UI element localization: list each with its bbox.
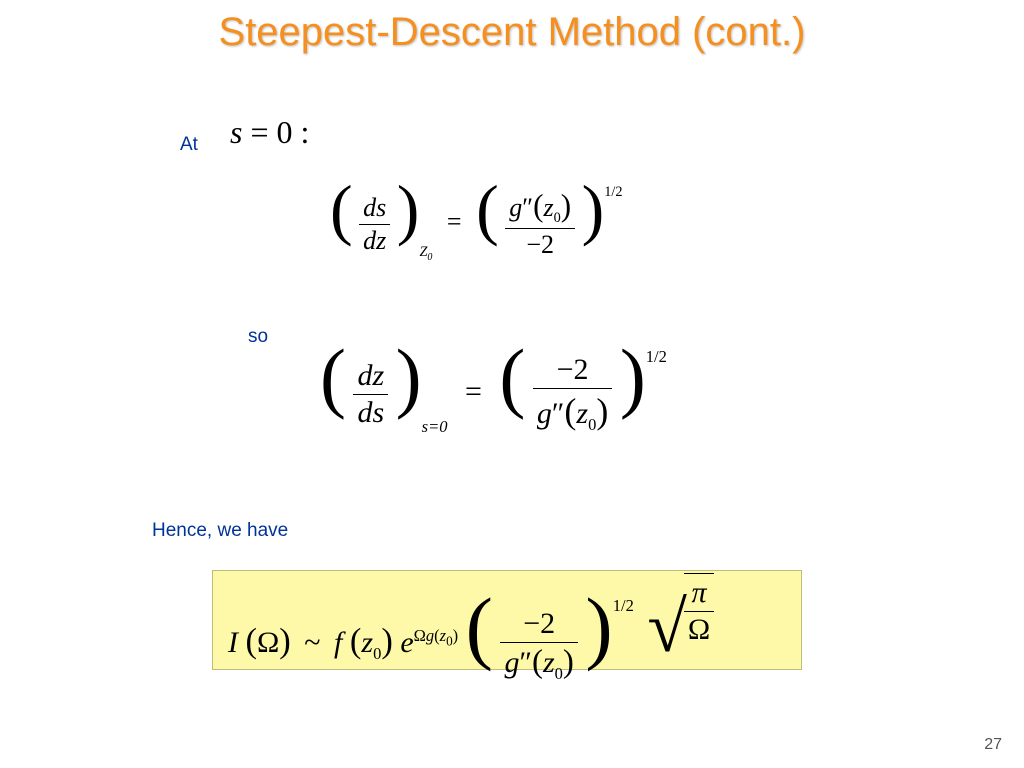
annotation-so: so [248,326,268,348]
annotation-hence: Hence, we have [152,520,288,542]
page-number: 27 [984,736,1002,754]
eq3-frac-num: −2 [500,607,577,642]
eq2-left-sub: s=0 [422,417,448,436]
eq2-right-num: −2 [533,353,612,388]
slide-title: Steepest-Descent Method (cont.) [0,0,1024,55]
annotation-at: At [180,134,198,156]
eq3-frac: −2 g″(z0) [500,607,577,684]
eq-s0-var: s [230,114,242,150]
eq1-right-frac: g″(z0) −2 [505,188,575,260]
eq3-e: e [400,626,413,659]
eq2-left-num: dz [353,359,388,394]
eq3-z0-2: z [543,646,555,679]
eq3-exp-omega: Ω [414,626,426,645]
eq3-exp-g: g [426,626,434,645]
eq2-gprime: g [537,397,552,430]
eq3-sqrt-num: π [684,576,714,611]
annotation-at-text: At [180,134,198,155]
eq3-exp: 1/2 [613,596,634,615]
eq3-gprime: g [504,646,519,679]
eq1-exp: 1/2 [604,184,622,200]
annotation-so-text: so [248,326,268,347]
eq2-z0: z [576,397,588,430]
eq2-exp: 1/2 [646,347,667,366]
equation-dz-ds: ( dz ds )s=0 = ( −2 g″(z0) )1/2 [320,330,667,435]
eq1-left-num: ds [359,193,390,224]
eq1-right-den: −2 [505,228,575,260]
equation-s-equals-zero: s = 0 : [230,114,309,151]
eq3-omega-arg: Ω [257,626,279,659]
eq1-left-den: dz [359,224,390,256]
eq2-left-frac: dz ds [353,359,388,430]
eq1-z0: z [543,193,553,222]
eq2-right-frac: −2 g″(z0) [533,353,612,435]
eq1-gprime: g [509,193,522,222]
annotation-hence-text: Hence, we have [152,520,288,541]
equation-result: I (Ω) ~ f (z0) eΩg(z0) ( −2 g″(z0) )1/2 … [228,578,717,684]
eq1-left-frac: ds dz [359,193,390,256]
eq3-sqrt-den: Ω [684,611,714,647]
eq3-z0-1: z [361,626,373,659]
eq-s0-rest: = 0 : [242,114,309,150]
eq3-tilde: ~ [304,626,320,659]
eq2-left-den: ds [353,394,388,430]
eq3-f: f [334,626,342,659]
eq3-I: I [228,626,238,659]
equation-ds-dz: ( ds dz )Z0 = ( g″(z0) −2 )1/2 [330,168,623,260]
